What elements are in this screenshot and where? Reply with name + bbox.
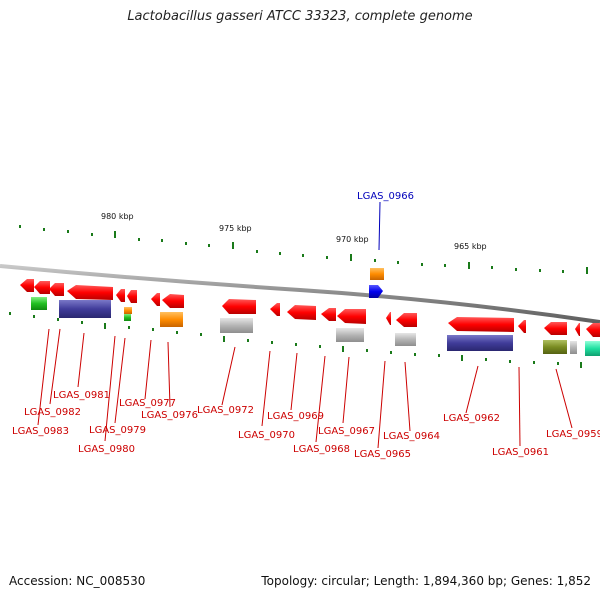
block-gray [336, 328, 364, 342]
gene-arrow [575, 323, 580, 336]
accession-text: Accession: NC_008530 [9, 574, 146, 588]
scale-label-970: 970 kbp [336, 235, 369, 244]
block-navy [59, 300, 111, 318]
gene-arrows [20, 279, 600, 337]
gene-arrow [151, 293, 160, 306]
gene-arrow [448, 317, 514, 332]
gene-arrow [586, 323, 600, 337]
gene-label-LGAS_0969[interactable]: LGAS_0969 [267, 411, 324, 422]
leader-line-LGAS_0966 [378, 201, 381, 251]
gene-arrow [270, 303, 280, 316]
block-orange [160, 312, 183, 327]
block-gray [220, 318, 253, 333]
gene-label-LGAS_0967[interactable]: LGAS_0967 [318, 426, 375, 437]
gene-arrow [518, 320, 526, 333]
gene-arrow [116, 289, 125, 302]
scale-ticks-inner [9, 312, 582, 368]
gene-arrow [386, 312, 391, 325]
block-green-small [124, 314, 131, 321]
scale-label-975: 975 kbp [219, 224, 252, 233]
gene-arrow [337, 309, 366, 324]
scale-label-965: 965 kbp [454, 242, 487, 251]
scale-label-980: 980 kbp [101, 212, 134, 221]
block-olive [543, 340, 567, 354]
block-gray-small [570, 341, 577, 354]
gene-label-LGAS_0979[interactable]: LGAS_0979 [89, 425, 146, 436]
gene-label-LGAS_0983[interactable]: LGAS_0983 [12, 426, 69, 437]
gene-label-LGAS_0965[interactable]: LGAS_0965 [354, 449, 411, 460]
scale-ticks-outer [19, 225, 588, 274]
gene-arrow [222, 299, 256, 314]
gene-LGAS_0966[interactable] [369, 285, 383, 298]
gene-LGAS_0966-orange[interactable] [370, 268, 384, 280]
gene-label-LGAS_0959[interactable]: LGAS_0959 [546, 429, 600, 440]
gene-arrow [544, 322, 567, 335]
feature-blocks [31, 297, 600, 356]
gene-label-LGAS_0977[interactable]: LGAS_0977 [119, 398, 176, 409]
gene-label-LGAS_0972[interactable]: LGAS_0972 [197, 405, 254, 416]
block-navy [447, 335, 513, 351]
topology-text: Topology: circular; Length: 1,894,360 bp… [261, 574, 591, 588]
gene-label-LGAS_0968[interactable]: LGAS_0968 [293, 444, 350, 455]
block-teal [585, 341, 600, 356]
gene-arrow [321, 308, 336, 321]
gene-label-LGAS_0962[interactable]: LGAS_0962 [443, 413, 500, 424]
gene-arrow [162, 294, 184, 308]
gene-label-LGAS_0982[interactable]: LGAS_0982 [24, 407, 81, 418]
block-green [31, 297, 47, 310]
gene-label-LGAS_0966[interactable]: LGAS_0966 [357, 191, 414, 202]
gene-arrow [287, 305, 316, 320]
gene-label-LGAS_0964[interactable]: LGAS_0964 [383, 431, 440, 442]
gene-label-group: LGAS_0966 LGAS_0983 LGAS_0982 LGAS_0981 … [12, 191, 600, 460]
map-title: Lactobacillus gasseri ATCC 33323, comple… [127, 9, 473, 24]
gene-arrow [67, 285, 113, 300]
gene-label-LGAS_0961[interactable]: LGAS_0961 [492, 447, 549, 458]
gene-label-LGAS_0981[interactable]: LGAS_0981 [53, 390, 110, 401]
gene-arrow [396, 313, 417, 327]
gene-arrow [127, 290, 137, 303]
gene-label-LGAS_0980[interactable]: LGAS_0980 [78, 444, 135, 455]
gene-arrow [49, 283, 64, 296]
gene-arrow [34, 281, 50, 294]
gene-label-LGAS_0976[interactable]: LGAS_0976 [141, 410, 198, 421]
gene-arrow [20, 279, 34, 292]
block-gray [395, 333, 416, 346]
genome-backbone [0, 264, 600, 324]
gene-label-LGAS_0970[interactable]: LGAS_0970 [238, 430, 295, 441]
leader-lines [37, 328, 573, 449]
block-orange-small [124, 307, 132, 314]
